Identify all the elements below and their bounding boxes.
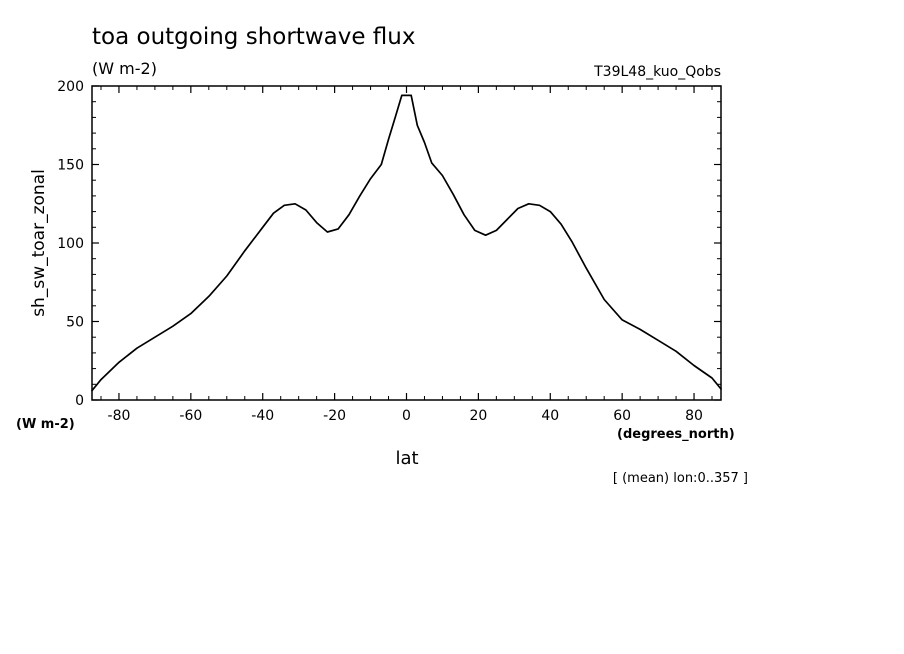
run-label: T39L48_kuo_Qobs <box>593 64 721 80</box>
x-tick-label: -20 <box>323 408 346 424</box>
x-tick-labels: -80 -60 -40 -20 0 20 40 60 80 <box>108 408 703 424</box>
x-tick-label: -60 <box>179 408 202 424</box>
plot-frame <box>91 85 722 401</box>
major-ticks <box>92 85 721 401</box>
plot-area <box>91 85 722 401</box>
y-tick-label: 200 <box>57 79 84 95</box>
y-axis-label: sh_sw_toar_zonal <box>29 169 49 317</box>
y-tick-label: 0 <box>75 393 84 409</box>
x-tick-label: -40 <box>251 408 274 424</box>
series-line <box>91 94 722 392</box>
y-tick-label: 50 <box>66 315 84 331</box>
y-tick-label: 100 <box>57 236 84 252</box>
chart-title: toa outgoing shortwave flux <box>92 24 415 50</box>
averaging-note: [ (mean) lon:0..357 ] <box>613 471 748 486</box>
chart-units-subtitle: (W m-2) <box>92 59 157 78</box>
y-axis-units: (W m-2) <box>16 417 75 432</box>
minor-ticks <box>92 86 721 400</box>
y-tick-label: 150 <box>57 158 84 174</box>
y-tick-labels: 0 50 100 150 200 <box>57 79 84 409</box>
x-tick-label: 0 <box>402 408 411 424</box>
x-tick-label: 80 <box>685 408 703 424</box>
x-axis-label: lat <box>395 448 418 469</box>
x-tick-label: 40 <box>541 408 559 424</box>
x-tick-label: 20 <box>469 408 487 424</box>
x-tick-label: 60 <box>613 408 631 424</box>
x-tick-label: -80 <box>108 408 131 424</box>
x-axis-units: (degrees_north) <box>617 427 735 442</box>
